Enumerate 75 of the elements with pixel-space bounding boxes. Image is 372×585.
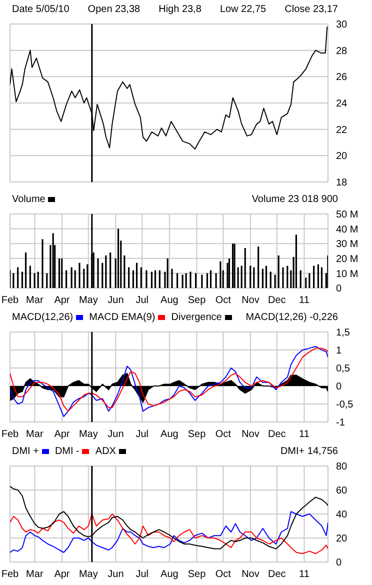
x-tick-label: 11: [299, 569, 310, 580]
x-tick-label: Feb: [1, 295, 20, 306]
y-tick-label: 0: [336, 382, 342, 393]
x-tick-label: Mar: [26, 429, 44, 440]
y-tick-label: 18: [336, 178, 348, 189]
x-tick-label: Jul: [136, 429, 149, 440]
x-tick-label: Apr: [54, 429, 70, 440]
y-tick-label: 26: [336, 72, 348, 84]
y-tick-label: 40 M: [336, 224, 358, 236]
y-tick-label: 50 M: [336, 210, 358, 221]
x-tick-label: May: [78, 569, 98, 580]
x-tick-label: Dec: [268, 569, 286, 580]
text: Low 22,75: [220, 4, 266, 14]
x-tick-label: Sep: [188, 429, 206, 440]
y-tick-label: 22: [336, 124, 348, 136]
legend-label: Volume: [12, 194, 46, 204]
x-tick-label: Jun: [108, 295, 124, 306]
x-tick-label: Oct: [215, 429, 232, 440]
legend-label: MACD EMA(9): [89, 312, 156, 322]
y-tick-label: 10 M: [336, 268, 358, 280]
x-tick-label: Apr: [54, 295, 70, 306]
y-tick-label: 0: [336, 558, 342, 569]
text: MACD(12,26) -0,226: [246, 312, 338, 322]
text: DMI+ 14,756: [280, 446, 338, 456]
y-tick-label: 40: [336, 510, 348, 521]
y-tick-label: 1: [336, 346, 342, 357]
x-tick-label: Mar: [26, 295, 44, 306]
text: Open 23,38: [88, 4, 140, 14]
x-tick-label: Aug: [160, 429, 178, 440]
x-tick-label: Aug: [160, 295, 178, 306]
y-tick-label: 0: [336, 284, 342, 295]
y-tick-label: 20: [336, 151, 348, 162]
x-tick-label: Feb: [1, 429, 20, 440]
y-tick-label: -0,5: [336, 400, 354, 411]
x-tick-label: Oct: [215, 295, 232, 306]
legend-label: DMI -: [54, 446, 80, 456]
x-tick-label: Nov: [242, 569, 260, 580]
x-tick-label: Jul: [136, 295, 149, 306]
x-tick-label: Sep: [188, 569, 206, 580]
x-tick-label: Feb: [1, 569, 20, 580]
text: High 23,8: [158, 4, 202, 14]
x-tick-label: Jun: [108, 569, 124, 580]
x-tick-label: Jul: [136, 569, 149, 580]
y-tick-label: 24: [336, 98, 348, 110]
y-tick-label: 80: [336, 462, 348, 473]
y-tick-label: 28: [336, 46, 348, 57]
x-tick-label: Dec: [268, 295, 286, 306]
x-tick-label: Dec: [268, 429, 286, 440]
x-tick-label: Nov: [242, 295, 260, 306]
y-tick-label: 30 M: [336, 239, 358, 250]
y-tick-label: -1: [336, 418, 346, 429]
x-tick-label: Apr: [54, 569, 70, 580]
text: Close 23,17: [284, 4, 338, 14]
x-tick-label: Sep: [188, 295, 206, 306]
x-tick-label: Oct: [215, 569, 232, 580]
x-tick-label: May: [78, 429, 98, 440]
y-tick-label: 60: [336, 486, 348, 497]
x-tick-label: Nov: [242, 429, 260, 440]
x-tick-label: May: [78, 295, 98, 306]
x-tick-label: Jun: [108, 429, 124, 440]
x-tick-label: Mar: [26, 569, 44, 580]
y-tick-label: 1,5: [336, 328, 350, 339]
y-tick-label: 20 M: [336, 254, 358, 265]
y-tick-label: 30: [336, 20, 348, 31]
legend-label: ADX: [95, 446, 116, 456]
x-tick-label: 11: [299, 295, 310, 306]
legend-label: Divergence: [171, 312, 222, 322]
y-tick-label: 0,5: [336, 364, 350, 375]
text: Date 5/05/10: [12, 4, 70, 14]
x-tick-label: Aug: [160, 569, 178, 580]
legend-label: MACD(12,26): [12, 312, 74, 322]
y-tick-label: 20: [336, 534, 348, 545]
x-tick-label: 11: [299, 429, 310, 440]
text: Volume 23 018 900: [252, 194, 338, 204]
legend-label: DMI +: [12, 446, 39, 456]
